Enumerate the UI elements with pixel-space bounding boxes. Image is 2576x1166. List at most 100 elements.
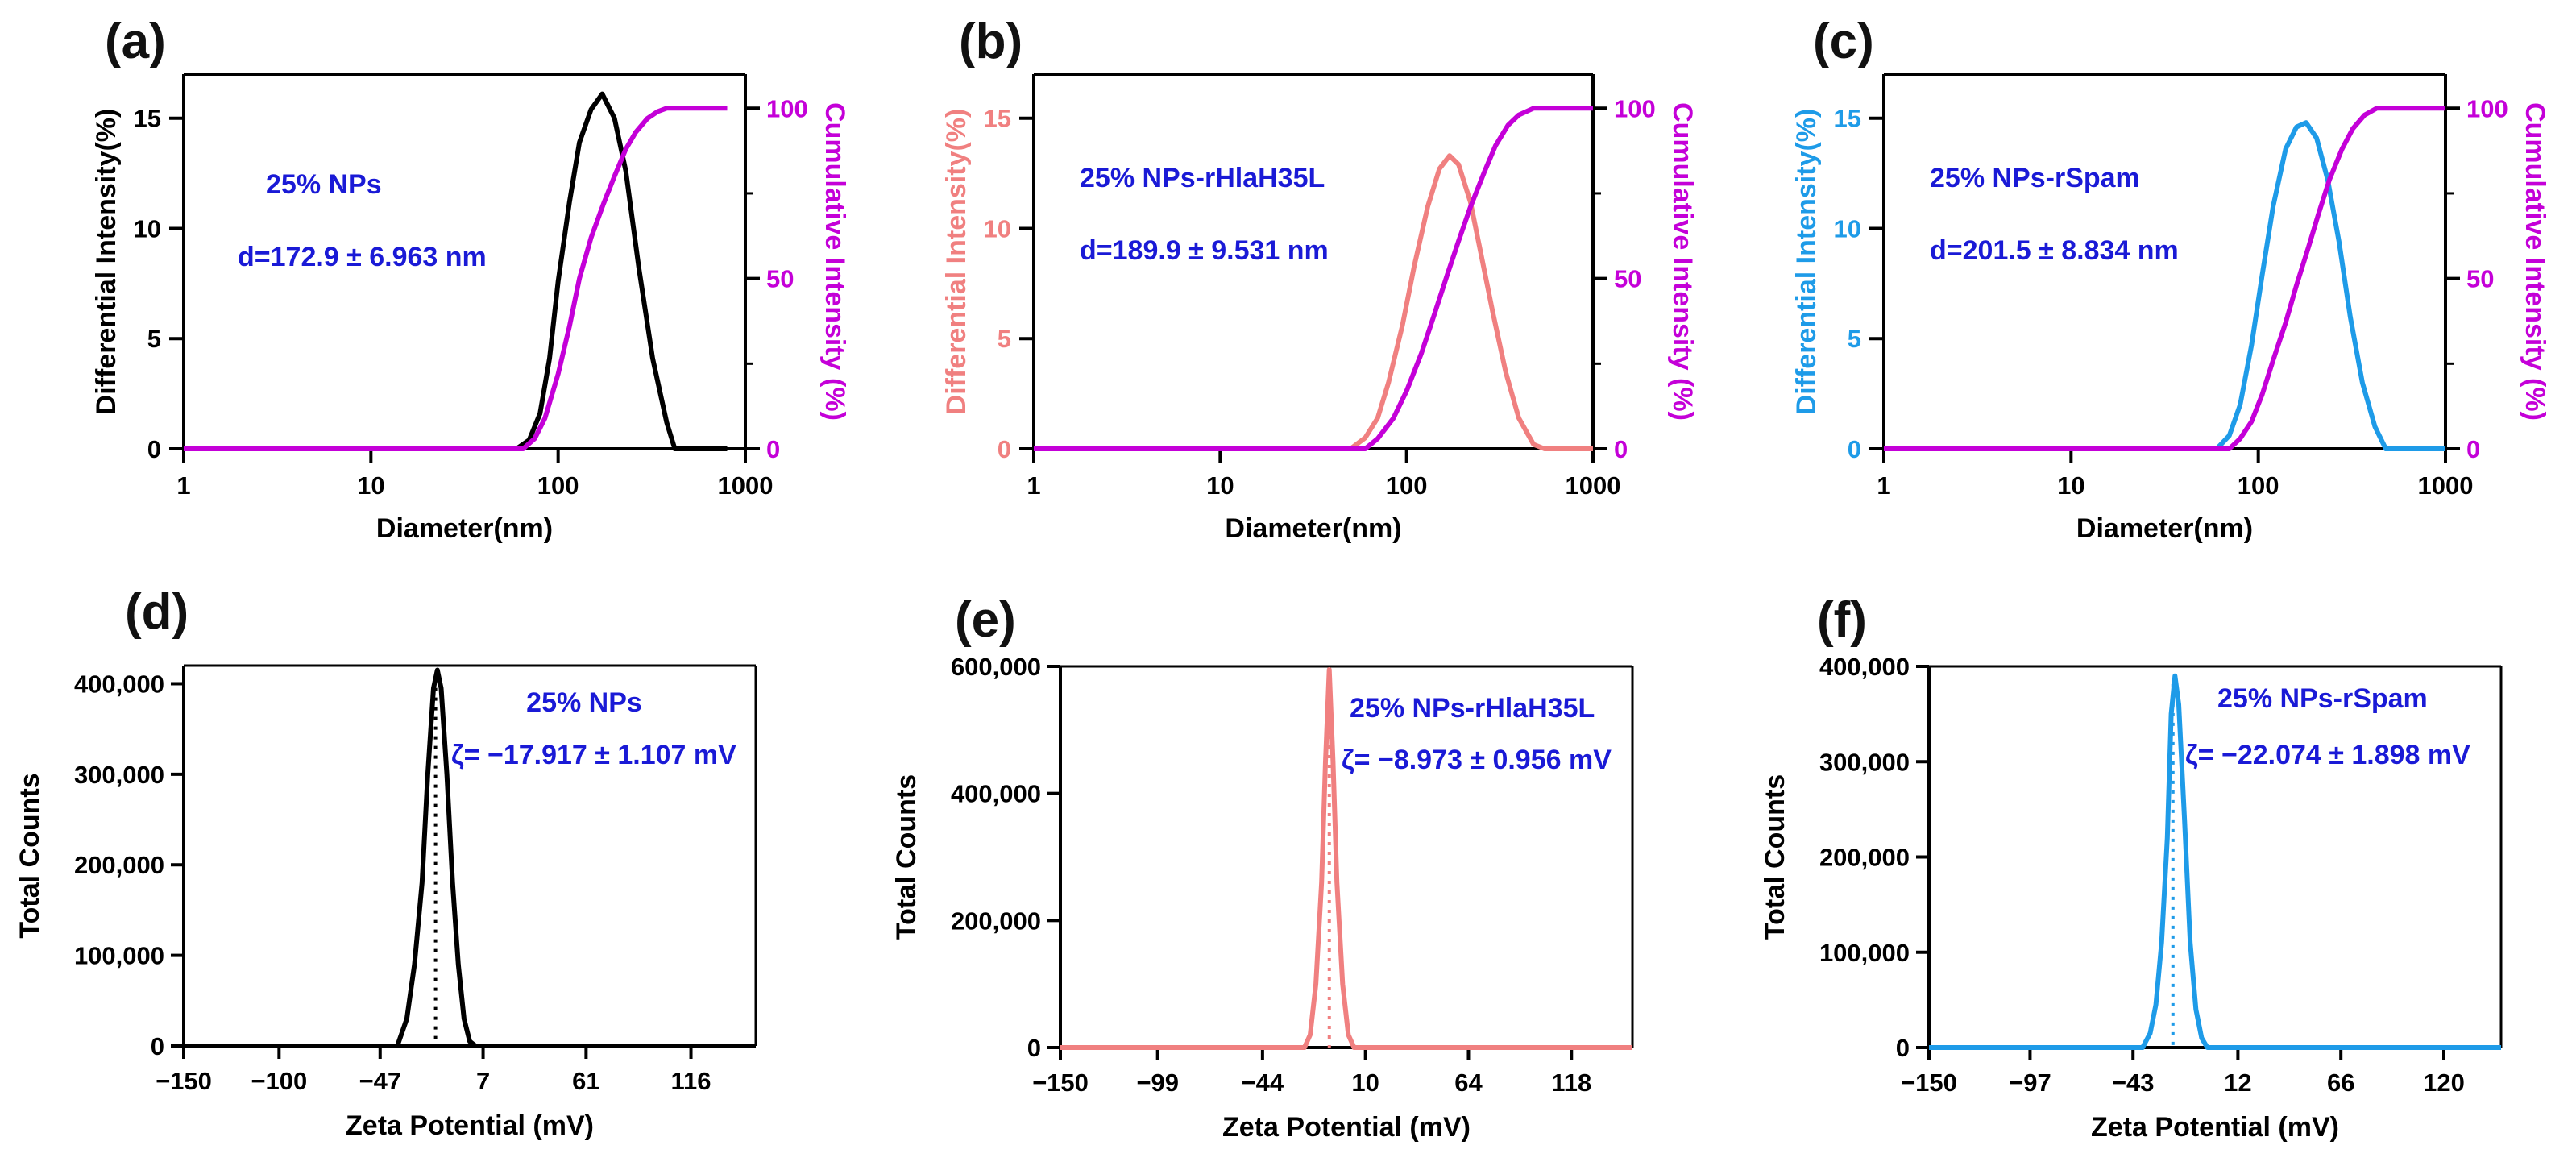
y-tick-label: 0	[147, 435, 161, 463]
y-tick-label: 100,000	[1819, 939, 1910, 967]
x-axis-title: Zeta Potential (mV)	[1222, 1112, 1471, 1143]
x-axis-title: Zeta Potential (mV)	[2091, 1112, 2339, 1143]
y-axis-title: Differential Intensity(%)	[91, 109, 122, 415]
x-tick-label: 61	[572, 1067, 599, 1095]
y-tick-label: 10	[1834, 214, 1861, 243]
x-tick-label: −150	[1901, 1068, 1957, 1097]
x-axis-title: Diameter(nm)	[2076, 513, 2253, 544]
x-tick-label: −47	[359, 1067, 401, 1095]
chart-f: −150 −97 −43 12 66 120 0 100,000 200,000 300,000 4…	[1760, 653, 2503, 1143]
panel-label-a: (a)	[105, 14, 166, 69]
zeta-distribution-line	[1929, 673, 2501, 1050]
x-tick-label: 10	[2057, 471, 2084, 500]
chart-e: −150 −99 −44 10 64 118 0 200,000 400,000 600,000 Z…	[891, 653, 1634, 1143]
y-tick-label: 0	[151, 1032, 164, 1060]
y2-tick-label: 100	[2466, 94, 2508, 122]
cumulative-intensity-line	[1034, 106, 1593, 451]
differential-intensity-line	[1884, 120, 2445, 451]
chart-a: 1 10 100 1000 0 5 10 15 0 50 100 Diameter(nm) Differ…	[91, 73, 850, 544]
y-tick-label: 0	[1027, 1034, 1041, 1062]
x-tick-label: 100	[1386, 471, 1428, 500]
y-tick-label: 10	[134, 214, 161, 243]
x-tick-label: 10	[357, 471, 384, 500]
y-tick-label: 5	[147, 325, 161, 353]
diameter-annotation: d=189.9 ± 9.531 nm	[1080, 235, 1329, 266]
y-tick-label: 600,000	[951, 653, 1041, 681]
zeta-annotation: ζ= −8.973 ± 0.956 mV	[1342, 745, 1612, 775]
sample-annotation: 25% NPs-rHlaH35L	[1080, 163, 1325, 193]
x-tick-label: −150	[156, 1067, 212, 1095]
chart-c: 1 10 100 1000 0 5 10 15 0 50 100 Diameter(nm) Differ…	[1791, 73, 2550, 544]
x-tick-label: 1000	[718, 471, 774, 500]
y2-tick-label: 100	[766, 94, 808, 122]
panel-label-c: (c)	[1813, 14, 1874, 69]
y-tick-label: 200,000	[74, 851, 164, 879]
x-tick-label: 64	[1454, 1068, 1483, 1097]
chart-d: −150 −100 −47 7 61 116 0 100,000 200,000 300,000 4…	[15, 664, 757, 1141]
x-tick-label: 118	[1551, 1068, 1591, 1097]
x-tick-label: 66	[2327, 1068, 2354, 1097]
y2-axis-title: Cumulative Intensity (%)	[1667, 102, 1698, 421]
y-axis-title: Total Counts	[1760, 774, 1790, 940]
y-tick-label: 200,000	[951, 907, 1041, 935]
y2-tick-label: 0	[1614, 435, 1628, 463]
y-tick-label: 15	[984, 105, 1011, 133]
y-tick-label: 400,000	[74, 670, 164, 698]
differential-intensity-line	[1034, 153, 1593, 451]
x-tick-label: 100	[2238, 471, 2279, 500]
sample-annotation: 25% NPs-rSpam	[1930, 163, 2140, 193]
y-tick-label: 300,000	[1819, 748, 1910, 776]
y2-tick-label: 100	[1614, 94, 1656, 122]
y2-tick-label: 50	[766, 265, 794, 293]
y-axis-title: Differential Intensity(%)	[941, 109, 972, 415]
x-axis-title: Diameter(nm)	[376, 513, 553, 544]
chart-b: 1 10 100 1000 0 5 10 15 0 50 100 Diameter(nm) Differ…	[941, 73, 1698, 544]
cumulative-intensity-line	[184, 106, 728, 451]
y-tick-label: 300,000	[74, 761, 164, 789]
y-tick-label: 100,000	[74, 942, 164, 970]
y2-axis-title: Cumulative Intensity (%)	[2520, 102, 2550, 421]
y-tick-label: 0	[1848, 435, 1861, 463]
panel-label-e: (e)	[955, 592, 1016, 648]
x-tick-label: 116	[671, 1067, 711, 1095]
x-tick-label: −99	[1136, 1068, 1179, 1097]
sample-annotation: 25% NPs	[526, 687, 642, 718]
x-tick-label: −44	[1242, 1068, 1284, 1097]
sample-annotation: 25% NPs-rSpam	[2217, 683, 2428, 714]
zeta-distribution-line	[184, 667, 756, 1048]
diameter-annotation: d=201.5 ± 8.834 nm	[1930, 235, 2179, 266]
x-tick-label: 1000	[1566, 471, 1621, 500]
y2-axis-title: Cumulative Intensity (%)	[819, 102, 850, 421]
x-tick-label: 1000	[2418, 471, 2474, 500]
x-tick-label: 120	[2423, 1068, 2465, 1097]
y-tick-label: 0	[1896, 1034, 1910, 1062]
y-tick-label: 5	[1848, 325, 1861, 353]
zeta-annotation: ζ= −17.917 ± 1.107 mV	[451, 740, 736, 770]
x-axis-title: Zeta Potential (mV)	[346, 1110, 594, 1141]
panel-label-b: (b)	[959, 14, 1023, 69]
y-tick-label: 15	[1834, 105, 1861, 133]
sample-annotation: 25% NPs	[266, 169, 382, 200]
y-tick-label: 400,000	[951, 780, 1041, 808]
y-tick-label: 400,000	[1819, 653, 1910, 681]
x-tick-label: 7	[476, 1067, 490, 1095]
y2-tick-label: 0	[2466, 435, 2480, 463]
y2-tick-label: 50	[2466, 265, 2494, 293]
x-tick-label: −150	[1032, 1068, 1089, 1097]
x-tick-label: 1	[176, 471, 190, 500]
y2-tick-label: 50	[1614, 265, 1641, 293]
x-tick-label: 10	[1206, 471, 1234, 500]
x-axis-title: Diameter(nm)	[1225, 513, 1401, 544]
differential-intensity-line	[184, 91, 728, 451]
x-tick-label: 12	[2224, 1068, 2251, 1097]
y-tick-label: 15	[134, 105, 161, 133]
panel-label-d: (d)	[125, 584, 189, 640]
diameter-annotation: d=172.9 ± 6.963 nm	[238, 242, 487, 272]
y-axis-title: Differential Intensity(%)	[1791, 109, 1822, 415]
x-tick-label: 10	[1351, 1068, 1379, 1097]
x-tick-label: −43	[2112, 1068, 2155, 1097]
x-tick-label: 1	[1027, 471, 1040, 500]
sample-annotation: 25% NPs-rHlaH35L	[1350, 693, 1595, 724]
cumulative-intensity-line	[1884, 106, 2445, 451]
